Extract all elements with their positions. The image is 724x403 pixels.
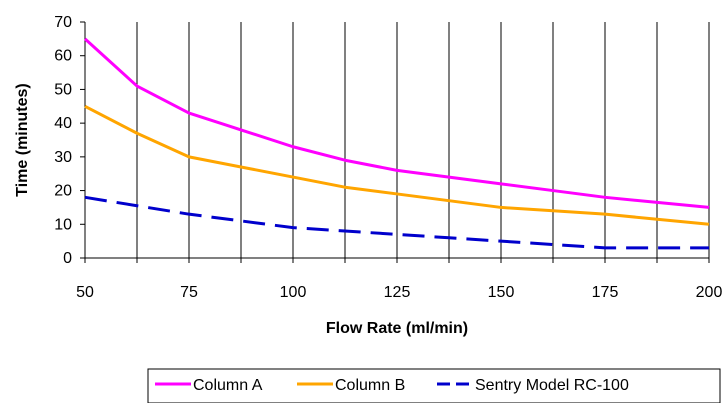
series-line-2 xyxy=(84,104,710,226)
x-tick-label: 150 xyxy=(488,284,515,301)
y-tick-label: 50 xyxy=(54,81,72,98)
legend-label-1: Column A xyxy=(193,377,263,394)
x-tick-label: 75 xyxy=(180,284,198,301)
x-tick-label: 125 xyxy=(384,284,411,301)
series-layer xyxy=(83,37,710,250)
legend: Column A Column B Sentry Model RC-100 xyxy=(147,368,721,403)
legend-box xyxy=(147,368,721,403)
y-axis-title: Time (minutes) xyxy=(14,83,31,197)
legend-label-3: Sentry Model RC-100 xyxy=(475,377,629,394)
series-line-3 xyxy=(84,195,709,250)
x-tick-label: 175 xyxy=(592,284,619,301)
y-tick-label: 20 xyxy=(54,183,72,200)
x-axis-title: Flow Rate (ml/min) xyxy=(326,320,468,337)
y-tick-label: 60 xyxy=(54,48,72,65)
axis-layer: 0 10 20 30 40 50 60 70 50 75 100 125 150 175 200 xyxy=(54,14,722,301)
grid-layer xyxy=(136,22,710,258)
x-tick-label: 200 xyxy=(696,284,723,301)
y-tick-label: 40 xyxy=(54,115,72,132)
legend-label-2: Column B xyxy=(335,377,405,394)
y-tick-label: 10 xyxy=(54,216,72,233)
y-tick-label: 30 xyxy=(54,149,72,166)
series-line-1 xyxy=(83,37,710,209)
x-tick-label: 100 xyxy=(280,284,307,301)
y-tick-label: 70 xyxy=(54,14,72,31)
y-tick-label: 0 xyxy=(63,250,72,267)
x-tick-label: 50 xyxy=(76,284,94,301)
